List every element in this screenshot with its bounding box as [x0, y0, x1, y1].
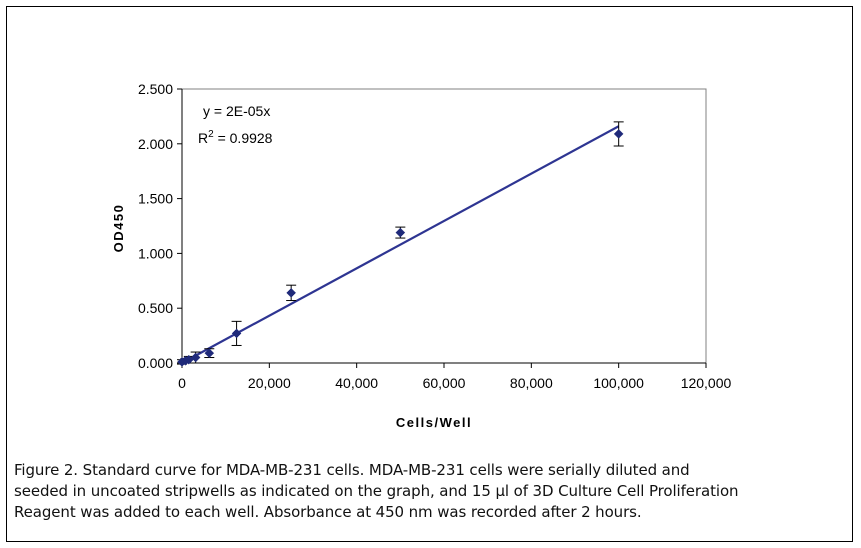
y-tick-label: 1.500: [138, 191, 173, 207]
x-tick-label: 60,000: [423, 375, 466, 391]
x-tick-label: 80,000: [510, 375, 553, 391]
r-squared-label: R2 = 0.9928: [198, 129, 273, 146]
r-squared-superscript: 2: [208, 129, 214, 140]
y-axis-title: OD450: [111, 204, 126, 253]
x-axis-title: Cells/Well: [396, 415, 472, 430]
data-points-layer: [177, 129, 624, 367]
data-point: [204, 348, 215, 358]
caption-line-3: Reagent was added to each well. Absorban…: [14, 503, 642, 521]
caption-line-2: seeded in uncoated stripwells as indicat…: [14, 482, 739, 500]
figure-caption: Figure 2. Standard curve for MDA-MB-231 …: [14, 460, 844, 523]
linear-trendline: [181, 125, 620, 364]
data-point: [231, 328, 242, 339]
data-point: [395, 227, 406, 238]
r-squared-prefix: R: [198, 130, 208, 146]
tick-labels-layer: 0.000 0.500 1.000 1.500 2.000 2.500 0 20,000 40,…: [138, 81, 732, 391]
y-tick-label: 1.000: [138, 245, 173, 261]
x-tick-label: 100,000: [593, 375, 644, 391]
trendline-layer: [181, 125, 620, 364]
trendline-equation: y = 2E-05x: [203, 103, 270, 119]
x-tick-label: 20,000: [248, 375, 291, 391]
data-point: [190, 352, 201, 363]
x-tick-label: 0: [178, 375, 186, 391]
data-point: [286, 288, 297, 298]
r-squared-value: = 0.9928: [214, 130, 273, 146]
y-tick-label: 0.500: [138, 300, 173, 316]
y-tick-label: 2.500: [138, 81, 173, 97]
caption-line-1: Figure 2. Standard curve for MDA-MB-231 …: [14, 461, 690, 479]
y-tick-label: 2.000: [138, 136, 173, 152]
plot-axes: [177, 88, 707, 368]
x-tick-label: 40,000: [335, 375, 378, 391]
data-point: [613, 129, 624, 139]
x-tick-label: 120,000: [681, 375, 732, 391]
error-bars-layer: [177, 121, 624, 365]
y-tick-label: 0.000: [138, 355, 173, 371]
figure-frame: [6, 6, 853, 542]
